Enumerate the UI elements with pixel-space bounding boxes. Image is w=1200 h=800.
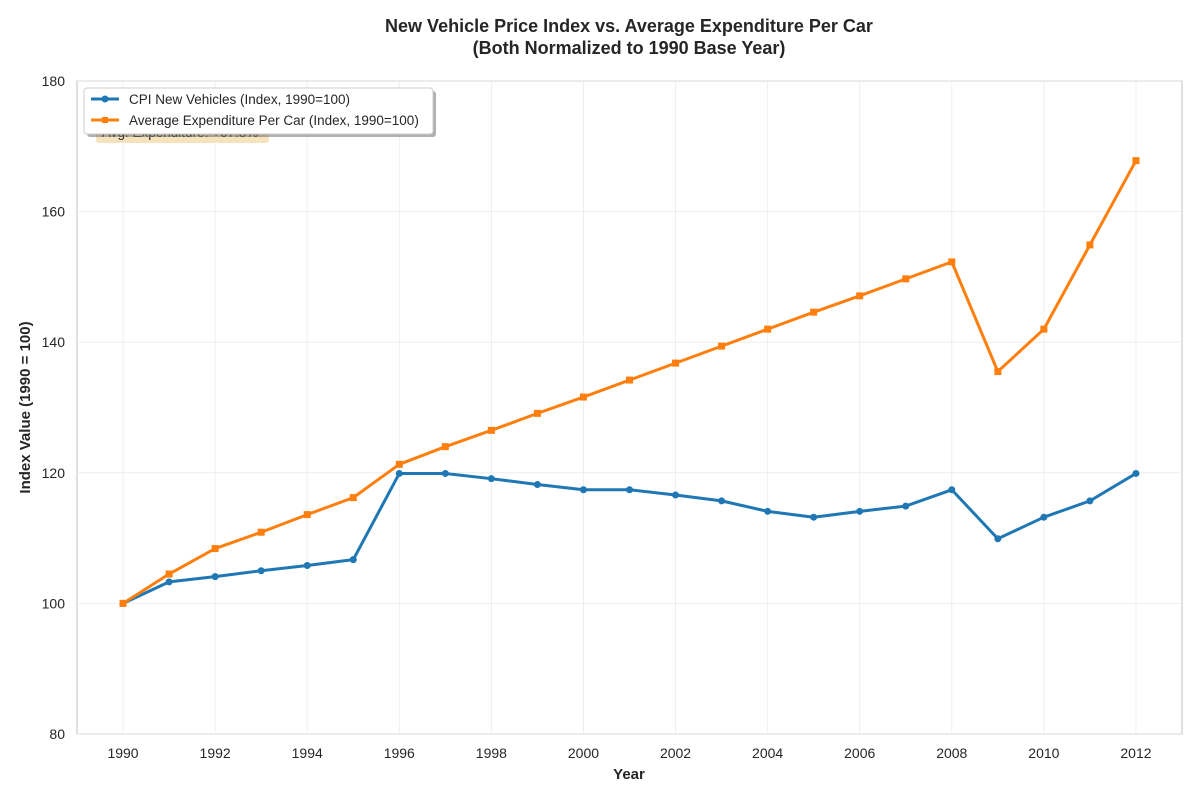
x-tick-label: 2004	[752, 745, 783, 761]
data-point-cpi[interactable]	[395, 469, 403, 477]
data-point-expenditure[interactable]	[1086, 241, 1094, 249]
x-tick-label: 2000	[568, 745, 599, 761]
data-point-expenditure[interactable]	[441, 443, 449, 451]
x-axis-label: Year	[613, 766, 645, 783]
series-lines	[119, 157, 1140, 607]
data-point-expenditure[interactable]	[165, 570, 173, 578]
series-expenditure	[119, 157, 1140, 607]
data-point-cpi[interactable]	[165, 578, 173, 586]
x-tick-label: 2010	[1028, 745, 1059, 761]
data-point-cpi[interactable]	[672, 491, 680, 499]
chart-title-line-1: New Vehicle Price Index vs. Average Expe…	[385, 16, 873, 36]
x-tick-label: 1992	[200, 745, 231, 761]
data-point-expenditure[interactable]	[395, 460, 403, 468]
y-tick-label: 180	[42, 73, 66, 89]
data-point-expenditure[interactable]	[948, 258, 956, 266]
x-tick-label: 2006	[844, 745, 875, 761]
legend[interactable]: CPI New Vehicles (Index, 1990=100) Avera…	[83, 87, 436, 137]
data-point-cpi[interactable]	[441, 469, 449, 477]
legend-item-expenditure[interactable]: Average Expenditure Per Car (Index, 1990…	[91, 113, 419, 128]
data-point-expenditure[interactable]	[487, 426, 495, 434]
data-point-cpi[interactable]	[487, 475, 495, 483]
plot-area	[76, 80, 1183, 735]
data-point-expenditure[interactable]	[626, 376, 633, 384]
data-point-cpi[interactable]	[626, 486, 633, 494]
data-point-expenditure[interactable]	[1040, 325, 1048, 333]
data-point-cpi[interactable]	[303, 562, 311, 570]
data-point-cpi[interactable]	[257, 567, 265, 575]
data-point-expenditure[interactable]	[810, 308, 818, 316]
legend-label-cpi: CPI New Vehicles (Index, 1990=100)	[129, 92, 350, 107]
legend-label-expenditure: Average Expenditure Per Car (Index, 1990…	[129, 113, 419, 128]
data-point-expenditure[interactable]	[994, 368, 1002, 376]
x-tick-label: 2008	[936, 745, 967, 761]
data-point-expenditure[interactable]	[672, 359, 680, 367]
y-tick-label: 80	[49, 726, 65, 742]
series-cpi	[119, 469, 1140, 607]
data-point-cpi[interactable]	[856, 507, 864, 515]
y-tick-label: 140	[42, 334, 66, 350]
grid-lines	[77, 80, 1182, 735]
data-point-expenditure[interactable]	[211, 545, 219, 553]
data-point-expenditure[interactable]	[902, 275, 910, 283]
data-point-cpi[interactable]	[994, 535, 1002, 543]
data-point-expenditure[interactable]	[349, 494, 357, 502]
data-point-cpi[interactable]	[533, 481, 541, 489]
axis-ticks: 1990 1992 1994 1996 1998 2000 2002 2004 2006 2008…	[42, 73, 1152, 761]
y-tick-label: 160	[42, 204, 66, 220]
data-point-cpi[interactable]	[718, 497, 726, 505]
chart-title-line-2: (Both Normalized to 1990 Base Year)	[473, 38, 786, 58]
legend-item-cpi[interactable]: CPI New Vehicles (Index, 1990=100)	[91, 92, 350, 107]
data-point-cpi[interactable]	[1040, 513, 1048, 521]
y-axis-label: Index Value (1990 = 100)	[17, 321, 34, 493]
data-point-cpi[interactable]	[349, 556, 357, 564]
legend-marker-expenditure	[102, 117, 108, 123]
data-point-cpi[interactable]	[948, 486, 956, 494]
y-tick-label: 100	[42, 595, 66, 611]
data-point-expenditure[interactable]	[579, 393, 587, 401]
data-point-cpi[interactable]	[579, 486, 587, 494]
data-point-expenditure[interactable]	[1132, 157, 1140, 165]
x-tick-label: 2002	[660, 745, 691, 761]
data-point-expenditure[interactable]	[303, 511, 311, 519]
x-tick-label: 1996	[384, 745, 415, 761]
data-point-cpi[interactable]	[211, 573, 219, 581]
legend-marker-cpi	[101, 95, 109, 103]
data-point-cpi[interactable]	[1086, 497, 1094, 505]
data-point-cpi[interactable]	[902, 502, 910, 510]
x-tick-label: 1994	[292, 745, 323, 761]
data-point-expenditure[interactable]	[533, 409, 541, 417]
data-point-cpi[interactable]	[764, 507, 772, 515]
x-tick-label: 2012	[1120, 745, 1151, 761]
data-point-expenditure[interactable]	[257, 528, 265, 536]
data-point-expenditure[interactable]	[119, 599, 127, 607]
y-tick-label: 120	[42, 465, 66, 481]
legend-box	[83, 87, 434, 135]
data-point-expenditure[interactable]	[718, 342, 726, 350]
data-point-cpi[interactable]	[810, 513, 818, 521]
data-point-expenditure[interactable]	[856, 292, 864, 300]
x-tick-label: 1998	[476, 745, 507, 761]
data-point-cpi[interactable]	[1132, 469, 1140, 477]
x-tick-label: 1990	[107, 745, 138, 761]
data-point-expenditure[interactable]	[764, 325, 772, 333]
